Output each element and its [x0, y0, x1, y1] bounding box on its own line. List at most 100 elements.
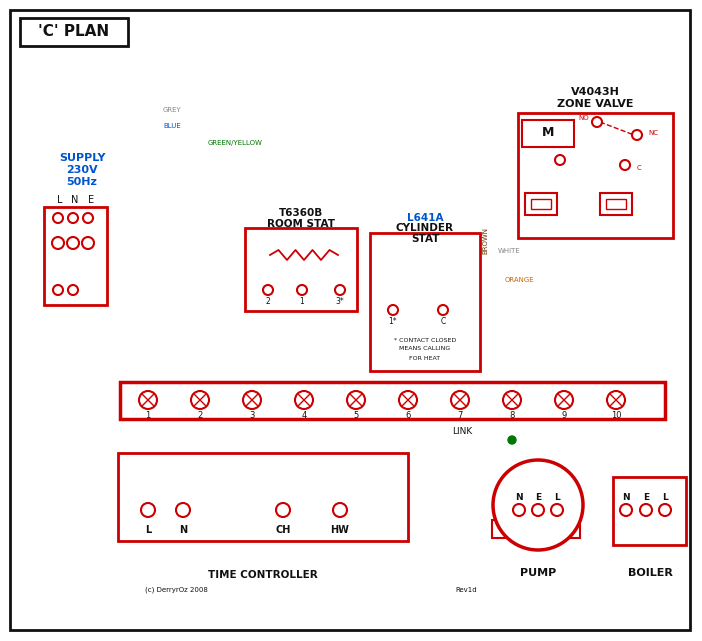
Circle shape [640, 504, 652, 516]
FancyBboxPatch shape [245, 228, 357, 311]
Text: N: N [179, 525, 187, 535]
Text: ORANGE: ORANGE [505, 277, 535, 283]
Text: BLUE: BLUE [163, 123, 180, 129]
Text: 5: 5 [353, 412, 359, 420]
FancyBboxPatch shape [10, 10, 690, 630]
FancyBboxPatch shape [370, 233, 480, 371]
Circle shape [68, 285, 78, 295]
FancyBboxPatch shape [518, 113, 673, 238]
Text: TIME CONTROLLER: TIME CONTROLLER [208, 570, 318, 580]
Text: C: C [637, 165, 642, 171]
Circle shape [620, 160, 630, 170]
Text: 2: 2 [265, 297, 270, 306]
Circle shape [659, 504, 671, 516]
Text: Rev1d: Rev1d [455, 587, 477, 593]
Circle shape [141, 503, 155, 517]
Text: 1*: 1* [389, 317, 397, 326]
Circle shape [176, 503, 190, 517]
FancyBboxPatch shape [118, 453, 408, 541]
Circle shape [295, 391, 313, 409]
Circle shape [335, 285, 345, 295]
Circle shape [243, 391, 261, 409]
Circle shape [191, 391, 209, 409]
Circle shape [493, 460, 583, 550]
FancyBboxPatch shape [606, 199, 626, 209]
Circle shape [508, 436, 516, 444]
Text: N: N [72, 195, 79, 205]
Text: 3*: 3* [336, 297, 345, 306]
Text: NC: NC [648, 130, 658, 136]
Circle shape [388, 305, 398, 315]
Text: ROOM STAT: ROOM STAT [267, 219, 335, 229]
Circle shape [53, 285, 63, 295]
Circle shape [83, 213, 93, 223]
Text: WHITE: WHITE [498, 248, 521, 254]
Circle shape [513, 504, 525, 516]
Circle shape [139, 391, 157, 409]
Circle shape [592, 117, 602, 127]
FancyBboxPatch shape [558, 520, 580, 538]
Circle shape [68, 213, 78, 223]
Text: MEANS CALLING: MEANS CALLING [399, 347, 451, 351]
Circle shape [503, 391, 521, 409]
Text: C: C [440, 317, 446, 326]
Text: CH: CH [275, 525, 291, 535]
FancyBboxPatch shape [492, 520, 514, 538]
Circle shape [555, 391, 573, 409]
Text: ZONE VALVE: ZONE VALVE [557, 99, 633, 109]
Text: N: N [622, 494, 630, 503]
Circle shape [632, 130, 642, 140]
Text: BROWN: BROWN [482, 226, 488, 253]
Circle shape [555, 155, 565, 165]
Text: FOR HEAT: FOR HEAT [409, 356, 441, 360]
FancyBboxPatch shape [525, 193, 557, 215]
Text: LINK: LINK [452, 428, 472, 437]
Text: 50Hz: 50Hz [67, 177, 98, 187]
Text: CYLINDER: CYLINDER [396, 223, 454, 233]
Text: (c) DerryrOz 2008: (c) DerryrOz 2008 [145, 587, 208, 594]
Text: BOILER: BOILER [628, 568, 673, 578]
Circle shape [607, 391, 625, 409]
Circle shape [551, 504, 563, 516]
FancyBboxPatch shape [613, 477, 686, 545]
Circle shape [399, 391, 417, 409]
Text: L: L [145, 525, 151, 535]
Circle shape [620, 504, 632, 516]
Text: PUMP: PUMP [520, 568, 556, 578]
FancyBboxPatch shape [531, 199, 551, 209]
Circle shape [53, 213, 63, 223]
FancyBboxPatch shape [20, 18, 128, 46]
Text: 4: 4 [301, 412, 307, 420]
Text: V4043H: V4043H [571, 87, 619, 97]
Circle shape [263, 285, 273, 295]
Circle shape [297, 285, 307, 295]
Text: L: L [58, 195, 62, 205]
Text: T6360B: T6360B [279, 208, 323, 218]
FancyBboxPatch shape [600, 193, 632, 215]
FancyBboxPatch shape [44, 207, 107, 305]
Circle shape [532, 504, 544, 516]
Text: GREEN/YELLOW: GREEN/YELLOW [208, 140, 263, 146]
Circle shape [82, 237, 94, 249]
Text: E: E [643, 494, 649, 503]
FancyBboxPatch shape [522, 120, 574, 147]
FancyBboxPatch shape [120, 382, 665, 419]
Circle shape [438, 305, 448, 315]
Text: 8: 8 [510, 412, 515, 420]
Text: E: E [88, 195, 94, 205]
Text: M: M [542, 126, 554, 140]
Circle shape [333, 503, 347, 517]
Text: 7: 7 [457, 412, 463, 420]
Text: L: L [662, 494, 668, 503]
Text: SUPPLY: SUPPLY [59, 153, 105, 163]
Text: 'C' PLAN: 'C' PLAN [39, 24, 110, 40]
Circle shape [451, 391, 469, 409]
Text: STAT: STAT [411, 234, 439, 244]
Text: 3: 3 [249, 412, 255, 420]
Text: 1: 1 [300, 297, 305, 306]
Circle shape [347, 391, 365, 409]
Circle shape [67, 237, 79, 249]
Text: * CONTACT CLOSED: * CONTACT CLOSED [394, 338, 456, 342]
Text: L: L [554, 494, 560, 503]
Circle shape [52, 237, 64, 249]
